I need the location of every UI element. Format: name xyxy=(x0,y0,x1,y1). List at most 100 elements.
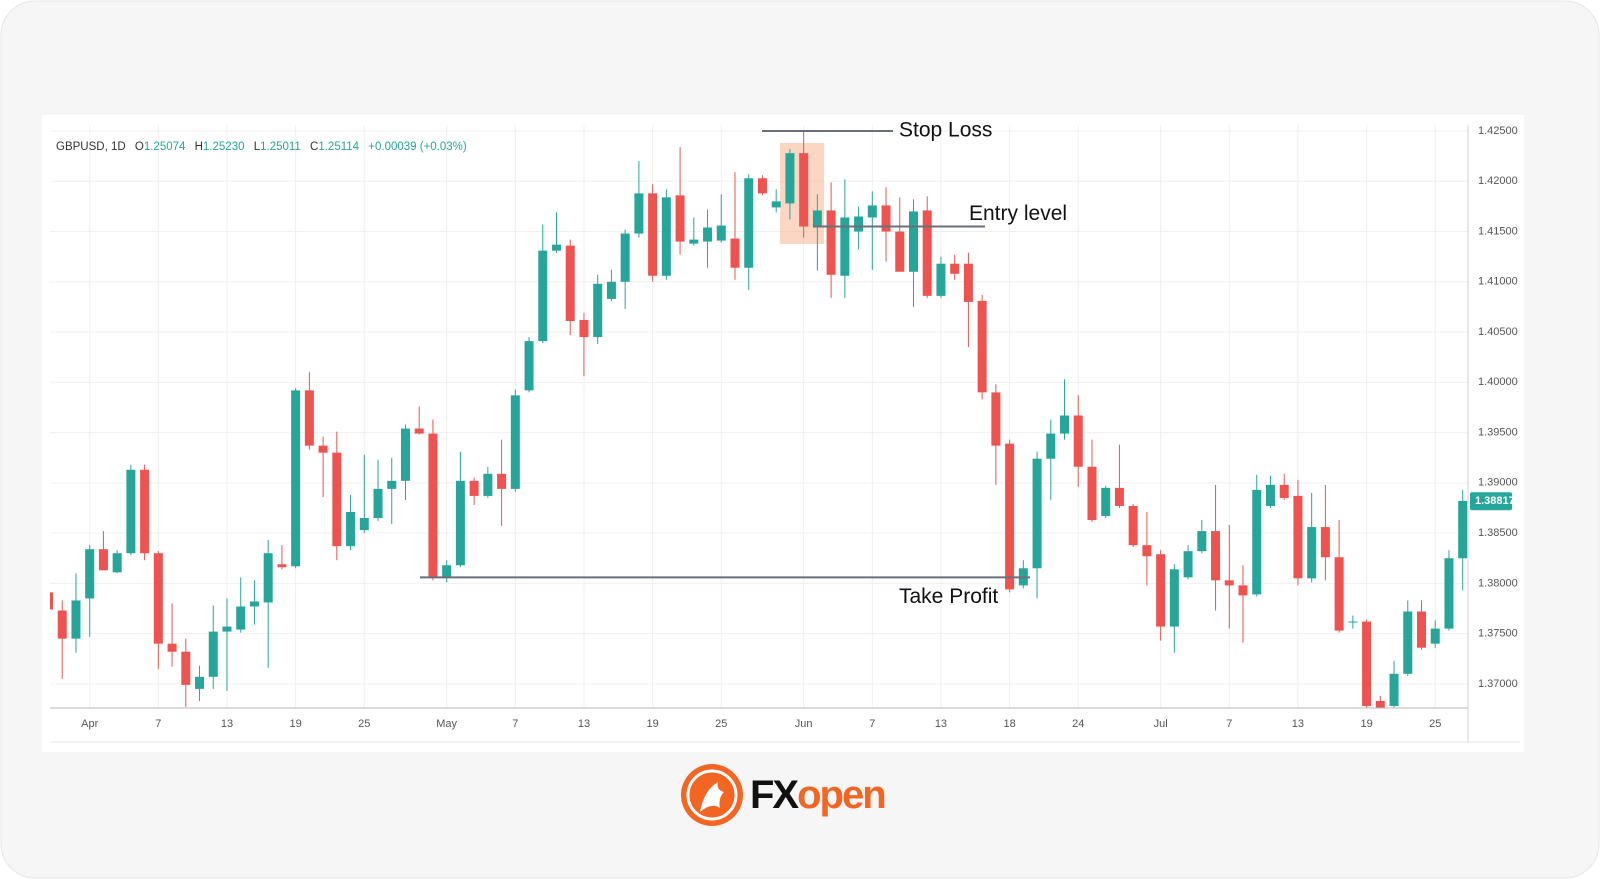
candle-body xyxy=(950,263,960,274)
legend-value: 1.25074 xyxy=(144,141,186,153)
candle-body xyxy=(1403,611,1413,674)
candle-body xyxy=(1128,505,1138,546)
candle-body xyxy=(442,565,452,578)
candle-body xyxy=(812,210,822,227)
candle-body xyxy=(428,433,438,578)
candle-body xyxy=(908,211,918,272)
candle-body xyxy=(1224,580,1234,586)
candle-body xyxy=(1362,621,1372,706)
x-tick-label: 13 xyxy=(578,718,590,730)
candle-body xyxy=(263,553,273,603)
candle-body xyxy=(1211,531,1221,581)
candle-body xyxy=(236,606,246,630)
candle-body xyxy=(1389,673,1399,706)
candle-body xyxy=(963,263,973,302)
candle-body xyxy=(85,549,95,599)
y-tick-label: 1.39000 xyxy=(1478,477,1518,489)
legend-value: 1.25230 xyxy=(203,141,245,153)
x-tick-label: 25 xyxy=(715,718,727,730)
candle-body xyxy=(57,610,67,639)
x-tick-label: 7 xyxy=(512,718,518,730)
candle-body xyxy=(181,651,191,685)
annotation-label: Stop Loss xyxy=(899,119,992,142)
candle-body xyxy=(1307,527,1317,579)
annotations: Stop Loss Entry level Take Profit xyxy=(420,119,1067,608)
x-tick-label: 25 xyxy=(1429,718,1441,730)
candle-body xyxy=(1156,554,1166,627)
last-price-box xyxy=(1470,492,1512,511)
candle-body xyxy=(1060,415,1070,434)
legend: GBPUSD, 1D O1.25074 H1.25230 L1.25011 C1… xyxy=(56,141,467,153)
candle-body xyxy=(277,564,287,568)
legend-label: C xyxy=(310,141,318,153)
candle-body xyxy=(1252,489,1262,595)
candle-body xyxy=(455,480,465,566)
candle-body xyxy=(675,195,685,242)
candle-body xyxy=(1458,500,1468,559)
y-tick-label: 1.41500 xyxy=(1478,225,1518,237)
candle-body xyxy=(1238,585,1248,596)
candle-body xyxy=(771,201,781,208)
symbol: GBPUSD, 1D xyxy=(56,141,126,153)
candle-body xyxy=(565,245,575,322)
candle-body xyxy=(304,390,314,446)
logo-icon-ring xyxy=(686,769,738,821)
candle-body xyxy=(318,445,328,453)
candle-body xyxy=(593,283,603,338)
candle-body xyxy=(757,178,767,194)
y-tick-label: 1.42500 xyxy=(1478,125,1518,137)
candle-body xyxy=(922,210,932,296)
candle-body xyxy=(497,473,507,489)
candle-body xyxy=(620,233,630,282)
candle-body xyxy=(744,178,754,268)
candle-body xyxy=(716,225,726,241)
last-price-label: 1.38817 xyxy=(1475,495,1515,507)
candle-body xyxy=(1169,569,1179,627)
x-tick-label: 19 xyxy=(1360,718,1372,730)
legend-label: H xyxy=(195,141,203,153)
candle-body xyxy=(867,205,877,218)
y-tick-label: 1.38500 xyxy=(1478,527,1518,539)
x-tick-label: May xyxy=(436,718,457,730)
candle-body xyxy=(332,452,342,547)
candle-body xyxy=(1197,531,1207,552)
y-tick-label: 1.42000 xyxy=(1478,175,1518,187)
candle-body xyxy=(1073,415,1083,467)
candle-body xyxy=(977,300,987,393)
candle-body xyxy=(730,238,740,268)
x-tick-label: 13 xyxy=(221,718,233,730)
candle-body xyxy=(1444,558,1454,629)
candle-body xyxy=(483,473,493,496)
candle-body xyxy=(510,395,520,489)
candle-body xyxy=(1183,551,1193,578)
candle-body xyxy=(153,553,163,644)
candle-body xyxy=(606,281,616,299)
candle-body xyxy=(1334,557,1344,631)
candle-body xyxy=(249,601,259,607)
x-tick-label: 19 xyxy=(290,718,302,730)
logo-icon-shape xyxy=(700,782,724,812)
candle-body xyxy=(840,217,850,276)
logo-text: FXopen xyxy=(750,773,885,817)
candle-body xyxy=(799,153,809,227)
y-tick-label: 1.38000 xyxy=(1478,577,1518,589)
candles xyxy=(50,130,1468,708)
candle-body xyxy=(346,511,356,547)
x-tick-label: 19 xyxy=(646,718,658,730)
candle-body xyxy=(400,428,410,481)
candle-body xyxy=(854,216,864,232)
candle-body xyxy=(469,480,479,496)
axes: 1.37000 1.37500 1.38000 1.38500 1.39000 1.395… xyxy=(81,125,1518,730)
y-tick-label: 1.39500 xyxy=(1478,426,1518,438)
x-tick-label: 7 xyxy=(869,718,875,730)
x-tick-label: 18 xyxy=(1003,718,1015,730)
candle-body xyxy=(1114,487,1124,506)
x-tick-label: 7 xyxy=(155,718,161,730)
candle-body xyxy=(1320,527,1330,558)
candle-body xyxy=(50,592,53,610)
legend-value: 1.25011 xyxy=(260,141,301,153)
candle-body xyxy=(1293,495,1303,579)
candle-body xyxy=(579,320,589,338)
candle-body xyxy=(1375,700,1385,708)
